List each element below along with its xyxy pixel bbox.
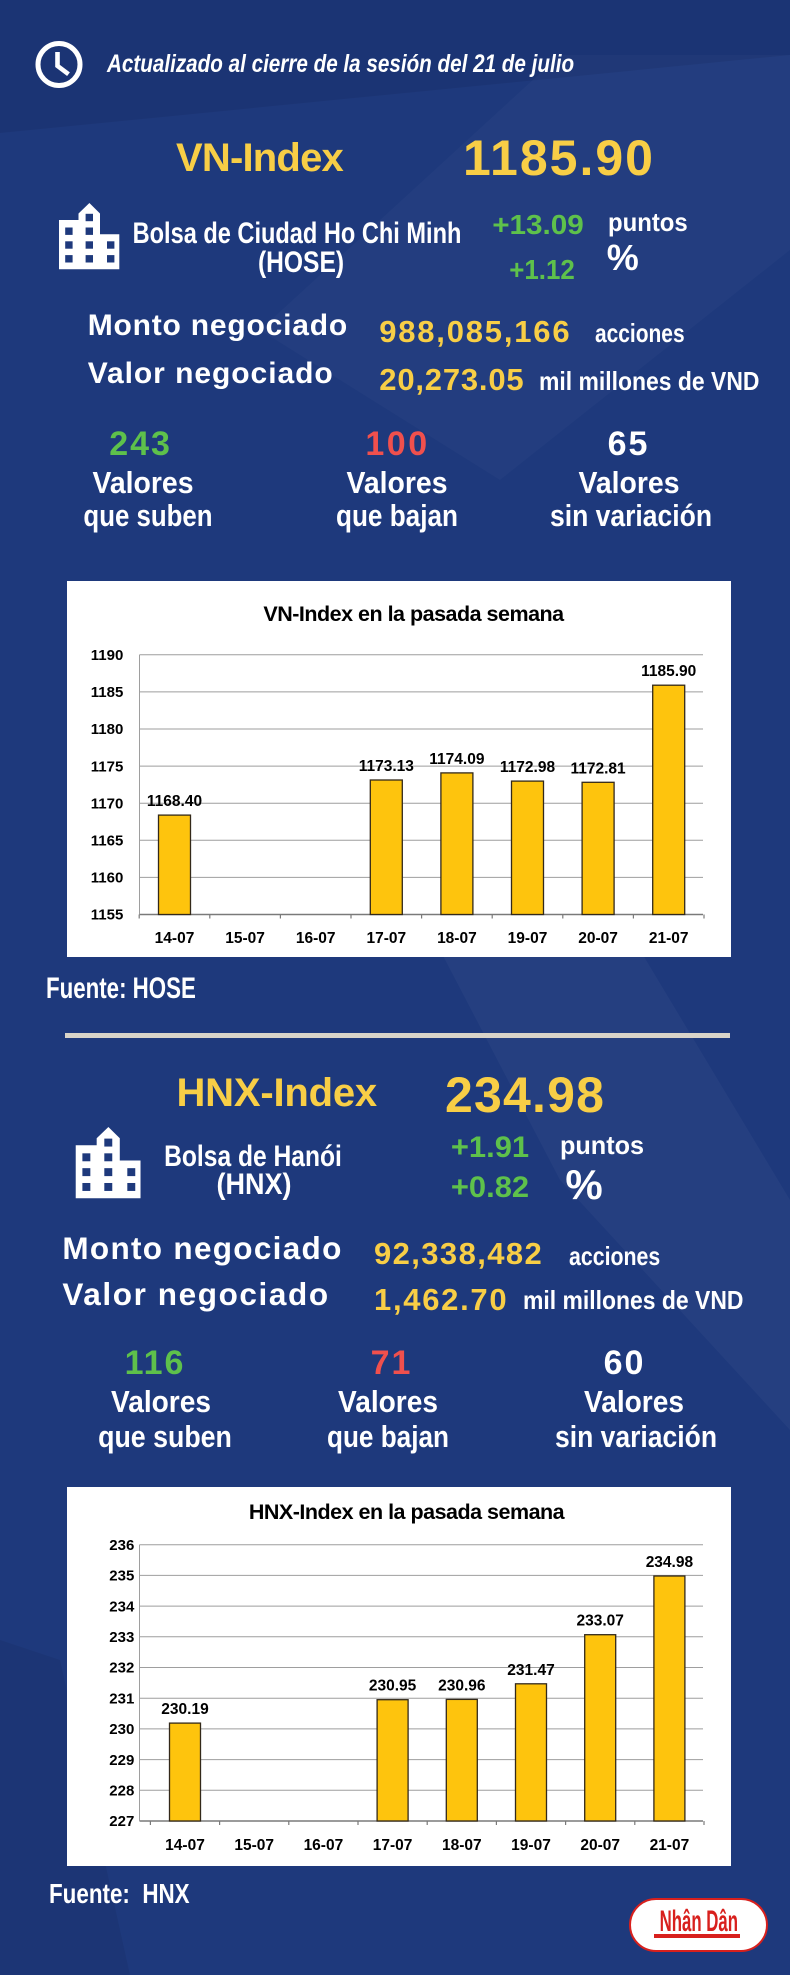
svg-text:230.19: 230.19 xyxy=(161,1701,209,1718)
svg-text:16-07: 16-07 xyxy=(303,1837,343,1854)
svg-text:20-07: 20-07 xyxy=(578,930,618,947)
svg-text:236: 236 xyxy=(109,1537,134,1554)
svg-text:230.95: 230.95 xyxy=(368,1678,416,1695)
svg-text:17-07: 17-07 xyxy=(366,930,406,947)
svg-text:14-07: 14-07 xyxy=(165,1837,205,1854)
svg-text:1174.09: 1174.09 xyxy=(429,751,485,768)
svg-text:15-07: 15-07 xyxy=(225,930,265,947)
svg-text:234: 234 xyxy=(109,1598,135,1615)
svg-text:1168.40: 1168.40 xyxy=(146,793,201,810)
svg-text:233: 233 xyxy=(109,1629,134,1646)
svg-text:235: 235 xyxy=(109,1568,134,1585)
svg-text:1155: 1155 xyxy=(90,907,123,924)
svg-text:HNX-Index en la pasada semana: HNX-Index en la pasada semana xyxy=(248,1500,565,1524)
svg-text:233.07: 233.07 xyxy=(576,1613,623,1630)
svg-text:15-07: 15-07 xyxy=(234,1837,274,1854)
svg-text:17-07: 17-07 xyxy=(372,1837,412,1854)
svg-text:228: 228 xyxy=(109,1783,134,1800)
svg-text:1175: 1175 xyxy=(90,758,123,775)
svg-text:20-07: 20-07 xyxy=(580,1837,620,1854)
svg-text:VN-Index en la pasada semana: VN-Index en la pasada semana xyxy=(263,602,565,626)
svg-text:234.98: 234.98 xyxy=(645,1554,693,1571)
svg-text:229: 229 xyxy=(109,1752,134,1769)
svg-text:1172.81: 1172.81 xyxy=(570,760,626,777)
svg-text:21-07: 21-07 xyxy=(648,930,688,947)
svg-text:227: 227 xyxy=(109,1813,134,1830)
svg-text:1185.90: 1185.90 xyxy=(641,663,696,680)
svg-text:1170: 1170 xyxy=(90,795,123,812)
svg-text:16-07: 16-07 xyxy=(295,930,335,947)
svg-text:231: 231 xyxy=(109,1690,134,1707)
svg-text:231.47: 231.47 xyxy=(507,1662,554,1679)
svg-text:230.96: 230.96 xyxy=(438,1677,486,1694)
svg-text:19-07: 19-07 xyxy=(507,930,547,947)
svg-text:1190: 1190 xyxy=(90,647,123,664)
svg-text:19-07: 19-07 xyxy=(511,1837,551,1854)
svg-text:1185: 1185 xyxy=(90,684,123,701)
svg-text:1173.13: 1173.13 xyxy=(358,758,414,775)
svg-text:18-07: 18-07 xyxy=(437,930,477,947)
svg-text:14-07: 14-07 xyxy=(154,930,194,947)
svg-text:1180: 1180 xyxy=(90,721,123,738)
svg-text:232: 232 xyxy=(109,1660,134,1677)
svg-text:21-07: 21-07 xyxy=(649,1837,689,1854)
svg-text:1172.98: 1172.98 xyxy=(499,759,555,776)
svg-text:1160: 1160 xyxy=(90,870,123,887)
svg-text:1165: 1165 xyxy=(90,833,123,850)
svg-text:230: 230 xyxy=(109,1721,134,1738)
svg-text:18-07: 18-07 xyxy=(441,1837,481,1854)
